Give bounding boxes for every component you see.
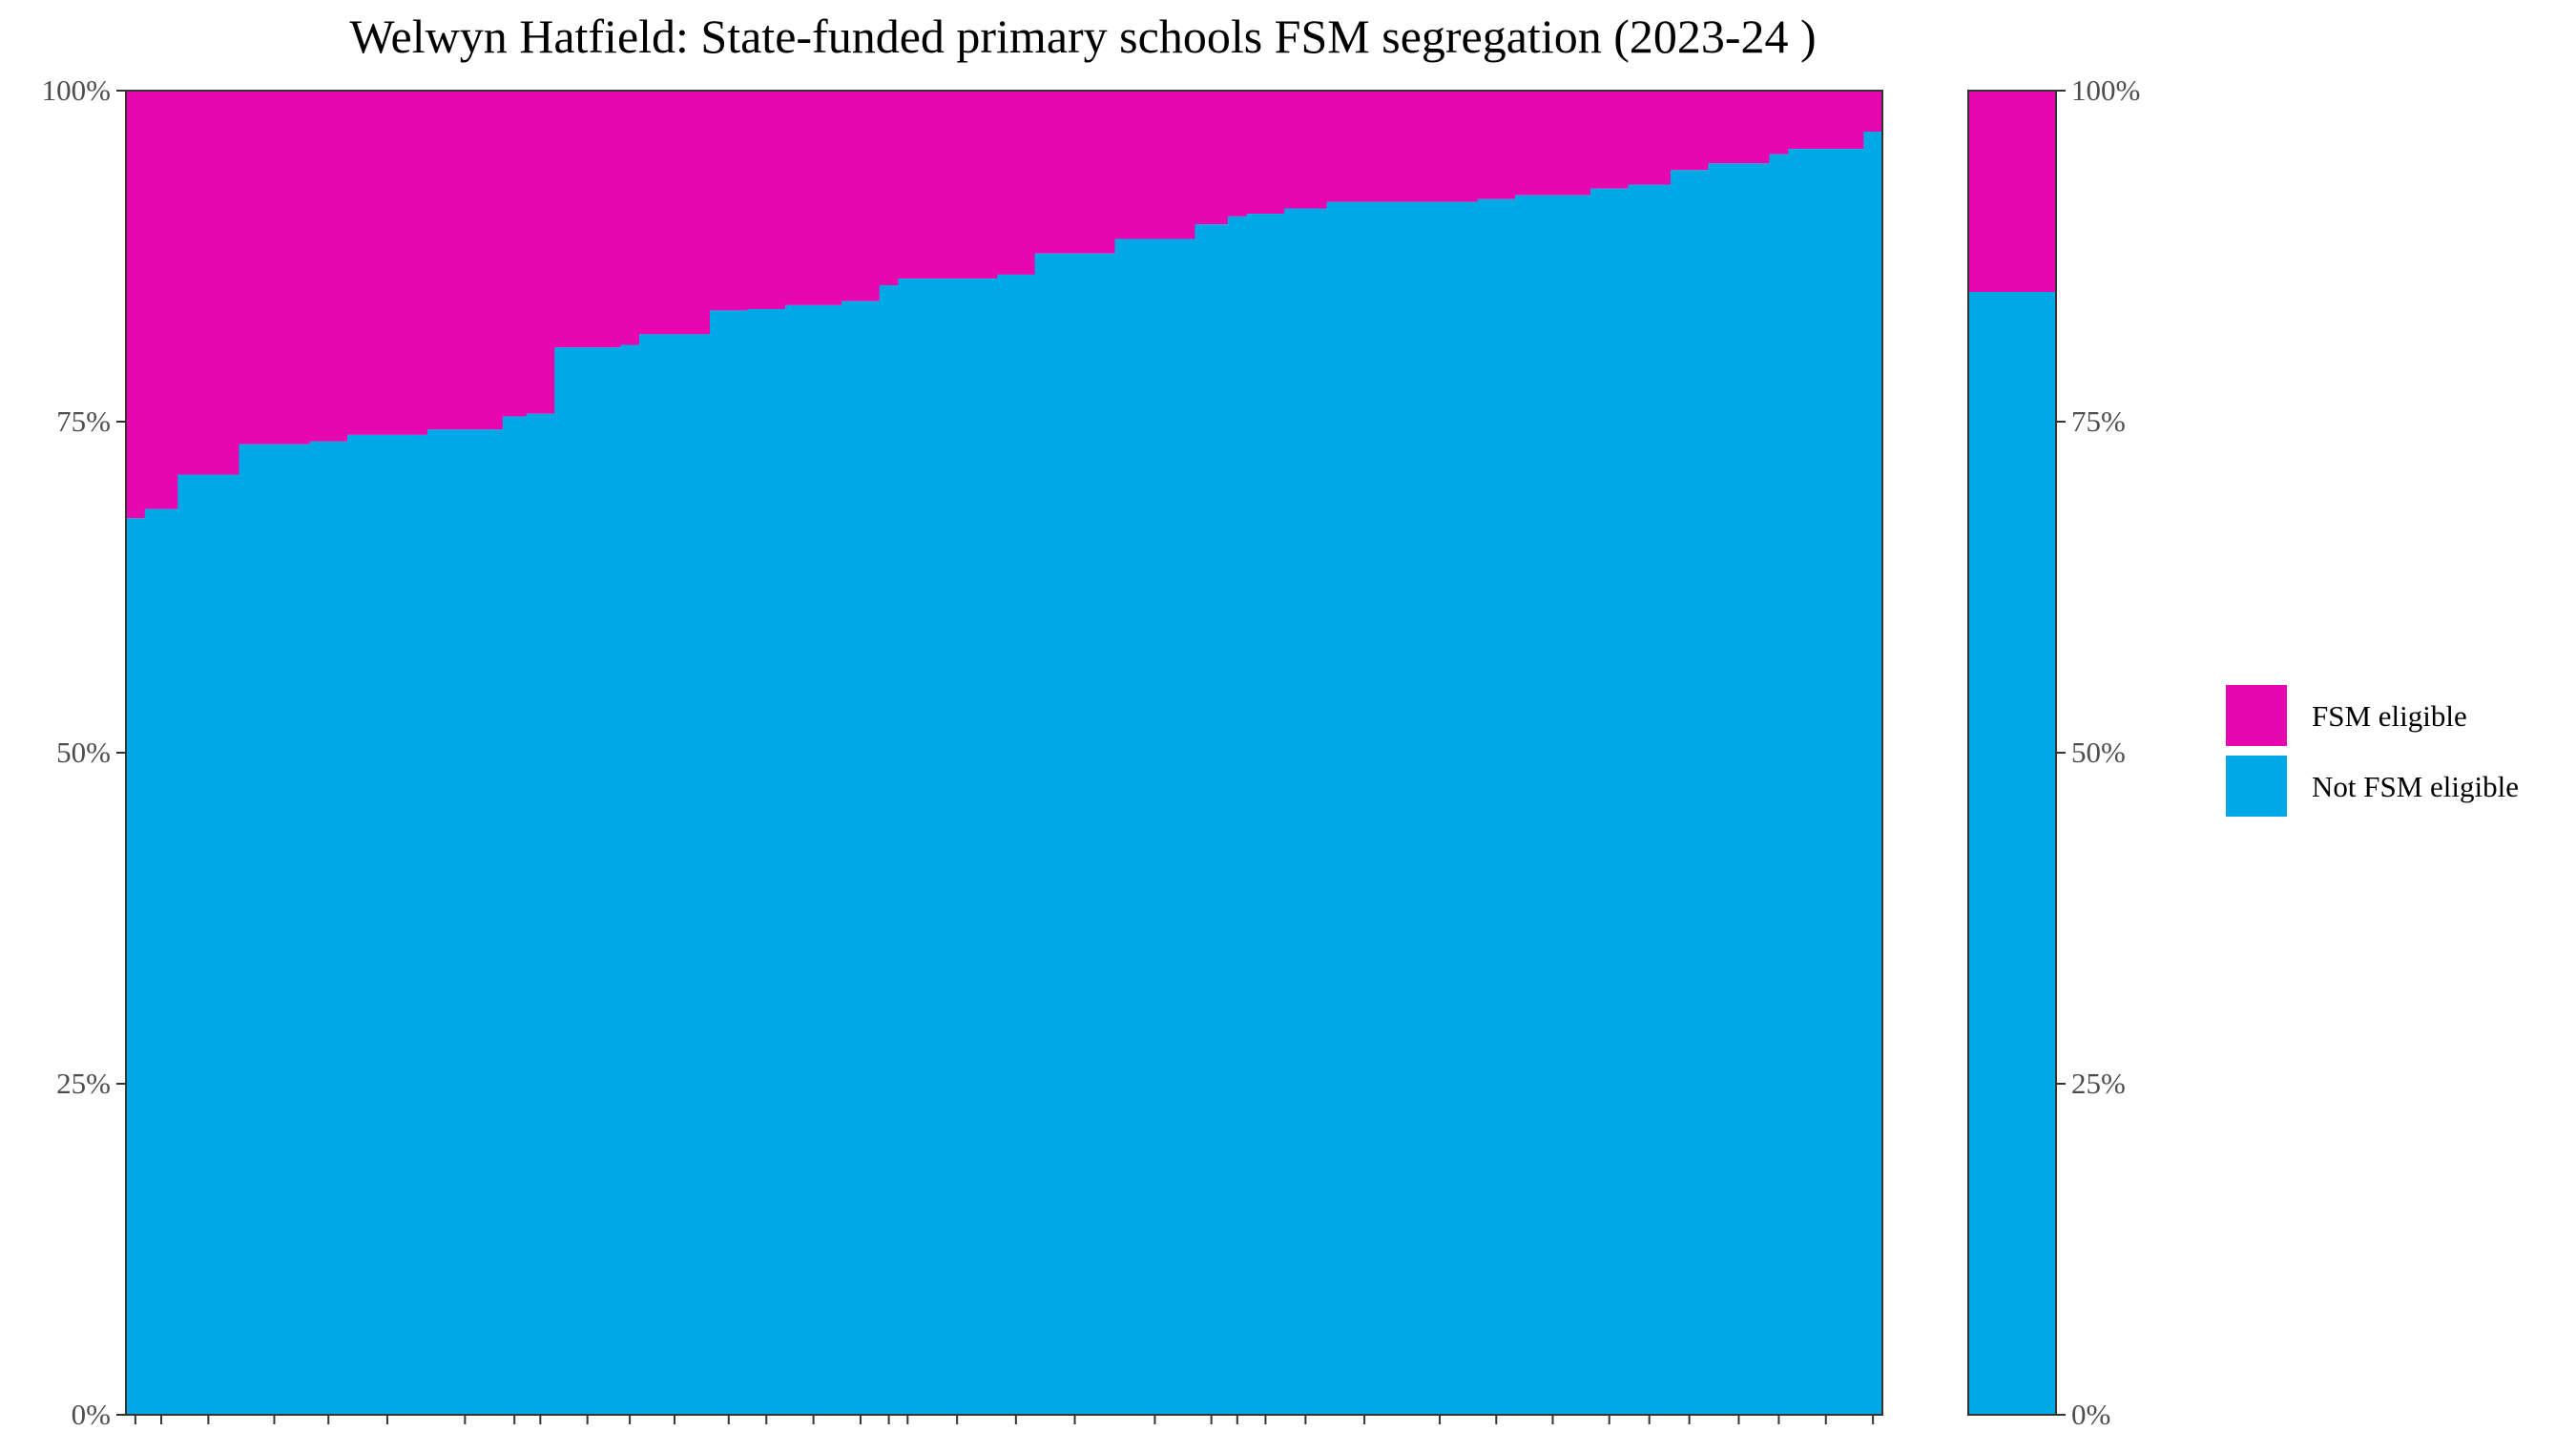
bar-not-fsm-school-35	[1769, 154, 1789, 1415]
bar-fsm-school-24	[1227, 91, 1248, 217]
left-tick-label-0: 0%	[72, 1398, 111, 1431]
bar-not-fsm-school-34	[1708, 163, 1771, 1416]
bar-fsm-school-20	[997, 91, 1036, 275]
bar-not-fsm-school-19	[917, 279, 998, 1416]
legend-label-not-fsm: Not FSM eligible	[2312, 770, 2519, 803]
bar-fsm-school-30	[1515, 91, 1591, 196]
bar-fsm-school-35	[1769, 91, 1789, 155]
bar-fsm-school-33	[1670, 91, 1709, 171]
chart-title: Welwyn Hatfield: State-funded primary sc…	[349, 10, 1816, 63]
bar-fsm-school-11	[620, 91, 640, 345]
bar-not-fsm-school-6	[346, 434, 428, 1415]
bar-not-fsm-school-2	[144, 508, 178, 1415]
bar-fsm-school-17	[879, 91, 900, 286]
bar-not-fsm-school-18	[898, 279, 918, 1416]
bar-fsm-school-27	[1326, 91, 1403, 202]
bar-not-fsm-school-11	[620, 344, 640, 1415]
axes: 0% 0% 25% 25% 50% 50% 75% 75% 100% 100%	[42, 73, 2141, 1431]
bar-fsm-school-29	[1477, 91, 1516, 199]
bar-fsm-school-19	[917, 91, 998, 280]
right-tick-label-75: 75%	[2071, 404, 2126, 438]
bar-not-fsm-school-20	[997, 274, 1036, 1416]
bar-fsm-school-10	[554, 91, 621, 348]
legend-label-fsm: FSM eligible	[2312, 699, 2467, 733]
bar-not-fsm-school-14	[747, 309, 786, 1415]
bar-fsm-school-28	[1402, 91, 1479, 202]
bar-not-fsm-school-12	[638, 334, 711, 1415]
bar-not-fsm-school-7	[426, 429, 504, 1416]
bar-fsm-school-23	[1195, 91, 1229, 225]
legend-swatch-not-fsm	[2226, 756, 2287, 817]
bar-fsm-school-37	[1863, 91, 1883, 133]
bar-fsm-school-21	[1034, 91, 1116, 254]
right-tick-label-50: 50%	[2071, 736, 2126, 769]
bar-fsm-school-32	[1628, 91, 1672, 185]
bar-not-fsm-school-5	[309, 441, 348, 1415]
bar-fsm-school-31	[1589, 91, 1630, 189]
left-tick-label-75: 75%	[56, 404, 111, 438]
bar-not-fsm-school-27	[1326, 201, 1403, 1416]
bar-fsm-school-34	[1708, 91, 1771, 164]
bar-not-fsm-school-8	[502, 416, 528, 1416]
bar-not-fsm-school-31	[1589, 188, 1630, 1416]
school-bars	[126, 91, 1883, 1416]
bar-not-fsm-school-32	[1628, 184, 1672, 1415]
bar-not-fsm-school-16	[841, 301, 881, 1416]
bar-fsm-school-25	[1246, 91, 1285, 215]
bar-fsm-school-2	[144, 91, 178, 509]
bar-fsm-school-3	[177, 91, 240, 475]
bar-fsm-school-16	[841, 91, 881, 301]
legend-swatch-fsm	[2226, 685, 2287, 746]
bar-fsm-school-1	[126, 91, 146, 519]
right-tick-label-100: 100%	[2071, 73, 2140, 107]
bar-not-fsm-school-22	[1114, 238, 1195, 1416]
bar-not-fsm-school-28	[1402, 201, 1479, 1416]
bar-not-fsm-school-1	[126, 518, 146, 1415]
bar-not-fsm-school-17	[879, 285, 900, 1415]
bar-fsm-school-13	[710, 91, 749, 311]
bar-fsm-school-6	[346, 91, 428, 435]
bar-not-fsm-school-13	[710, 310, 749, 1415]
left-tick-label-50: 50%	[56, 736, 111, 769]
legend: FSM eligible Not FSM eligible	[2226, 685, 2519, 817]
right-tick-label-0: 0%	[2071, 1398, 2110, 1431]
bar-not-fsm-school-25	[1246, 214, 1285, 1416]
bar-not-fsm-school-15	[784, 304, 842, 1415]
la-average-bar	[1968, 91, 2056, 1416]
bar-fsm-school-5	[309, 91, 348, 442]
bar-not-fsm-school-29	[1477, 198, 1516, 1415]
bar-not-fsm-school-33	[1670, 170, 1709, 1415]
bar-not-fsm-school-9	[526, 413, 555, 1415]
bar-not-fsm-school-10	[554, 347, 621, 1415]
bar-fsm-school-36	[1788, 91, 1864, 150]
bar-not-fsm-school-23	[1195, 224, 1229, 1416]
bar-fsm-school-22	[1114, 91, 1195, 239]
bar-not-fsm-school-4	[239, 444, 311, 1416]
bar-not-fsm-school-21	[1034, 253, 1116, 1416]
bar-fsm-school-18	[898, 91, 918, 280]
bar-fsm-school-26	[1284, 91, 1328, 209]
bar-not-fsm-average	[1968, 291, 2056, 1416]
bar-fsm-school-8	[502, 91, 528, 417]
left-tick-label-25: 25%	[56, 1067, 111, 1100]
bar-not-fsm-school-36	[1788, 149, 1864, 1415]
bar-not-fsm-school-24	[1227, 216, 1248, 1416]
bar-fsm-school-15	[784, 91, 842, 305]
right-tick-label-25: 25%	[2071, 1067, 2126, 1100]
bar-not-fsm-school-26	[1284, 208, 1328, 1415]
bar-fsm-school-4	[239, 91, 311, 445]
bar-fsm-school-7	[426, 91, 504, 430]
bar-not-fsm-school-30	[1515, 195, 1591, 1415]
bar-not-fsm-school-3	[177, 474, 240, 1415]
left-tick-label-100: 100%	[42, 73, 111, 107]
bar-fsm-school-12	[638, 91, 711, 335]
bar-not-fsm-school-37	[1863, 132, 1883, 1415]
bar-fsm-school-9	[526, 91, 555, 414]
bar-fsm-average	[1968, 91, 2056, 292]
bar-fsm-school-14	[747, 91, 786, 310]
